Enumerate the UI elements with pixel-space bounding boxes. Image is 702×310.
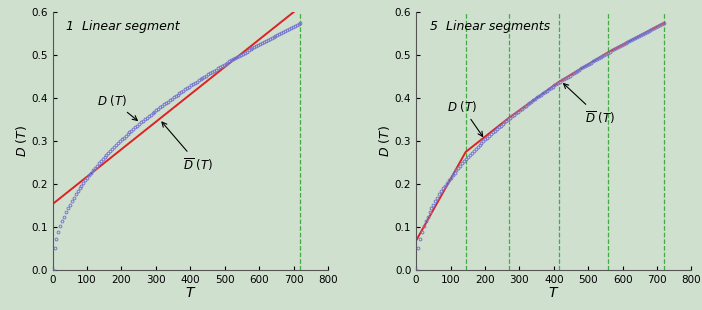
Y-axis label: $D$ ($T$): $D$ ($T$) <box>377 125 392 157</box>
Text: 1  Linear segment: 1 Linear segment <box>67 20 180 33</box>
Text: 5  Linear segments: 5 Linear segments <box>430 20 550 33</box>
X-axis label: $T$: $T$ <box>548 286 559 300</box>
X-axis label: $T$: $T$ <box>185 286 196 300</box>
Text: $D$ ($T$): $D$ ($T$) <box>98 93 138 120</box>
Y-axis label: $D$ ($T$): $D$ ($T$) <box>13 125 29 157</box>
Text: $\overline{D}$ ($T$): $\overline{D}$ ($T$) <box>162 122 213 173</box>
Text: $\overline{D}$ ($T$): $\overline{D}$ ($T$) <box>564 84 615 126</box>
Text: $D$ ($T$): $D$ ($T$) <box>447 99 483 136</box>
